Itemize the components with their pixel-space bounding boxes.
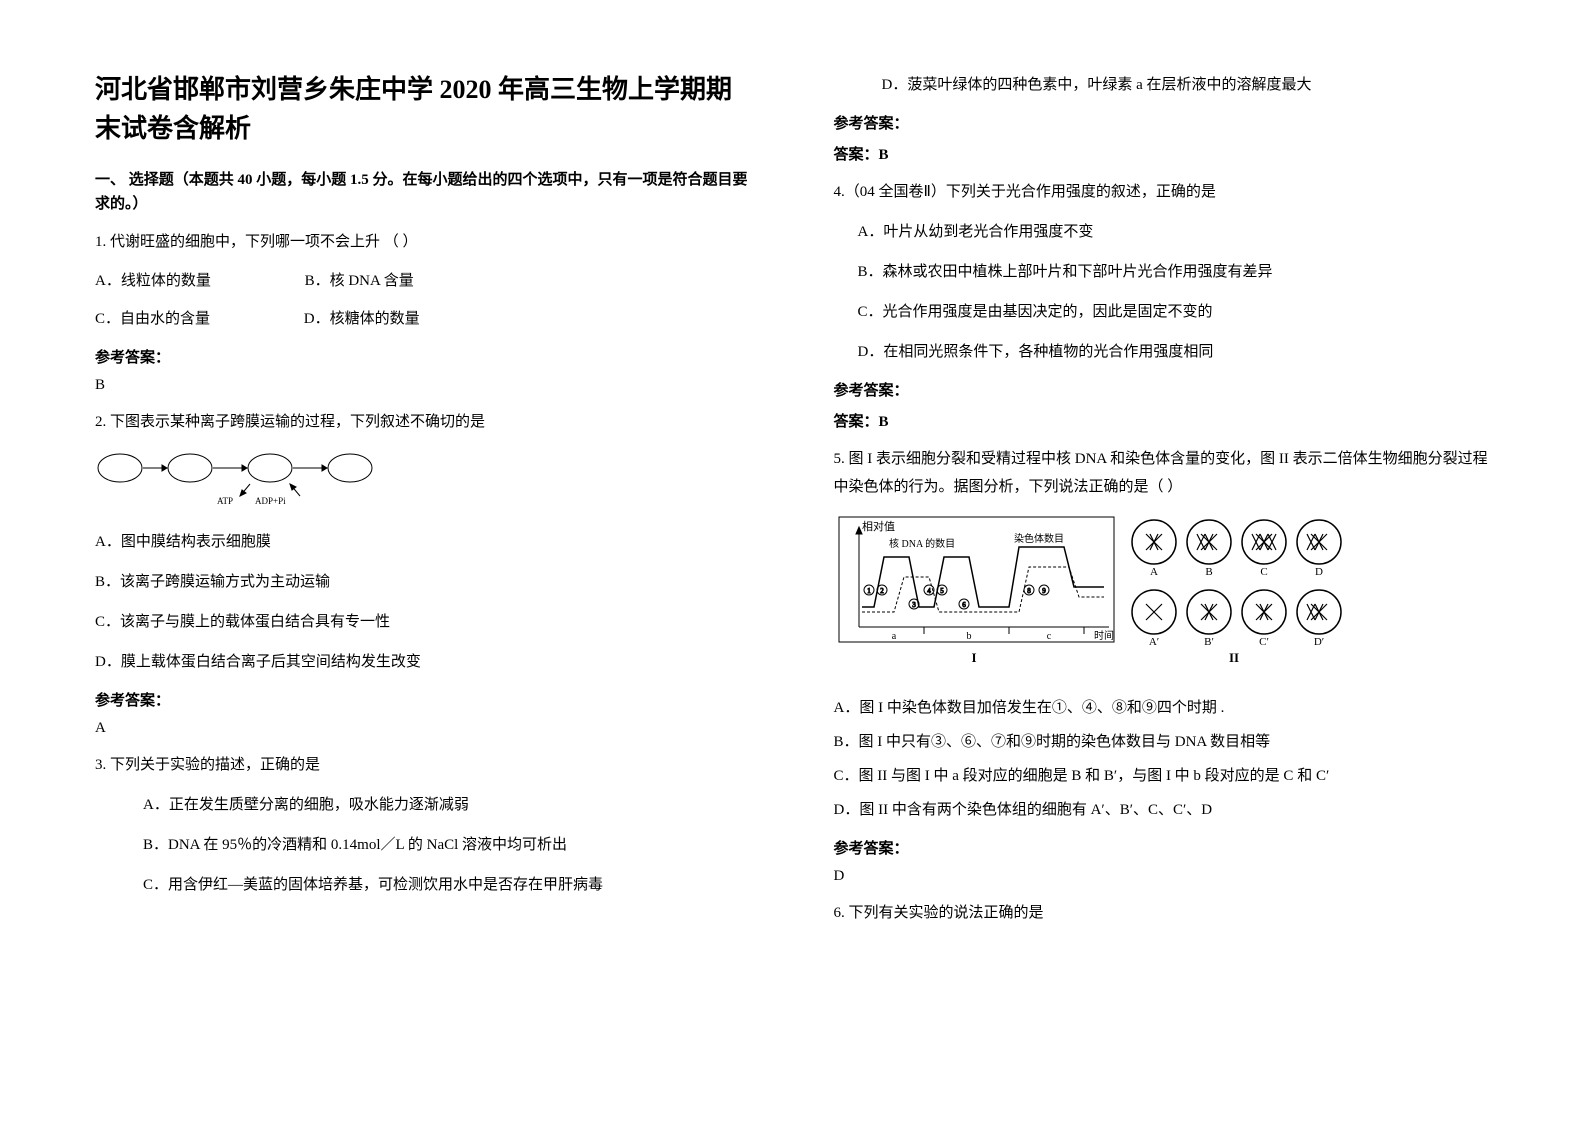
q1-answer: B (95, 377, 754, 394)
q2-option-b: B．该离子跨膜运输方式为主动运输 (95, 567, 754, 597)
q3-option-a: A．正在发生质壁分离的细胞，吸水能力逐渐减弱 (95, 790, 754, 820)
q3-option-c: C．用含伊红—美蓝的固体培养基，可检测饮用水中是否存在甲肝病毒 (95, 870, 754, 900)
q4-answer: 答案：B (834, 410, 1493, 431)
q2-stem: 2. 下图表示某种离子跨膜运输的过程，下列叙述不确切的是 (95, 408, 754, 437)
q4-option-a: A．叶片从幼到老光合作用强度不变 (834, 217, 1493, 247)
cell-d: D (1315, 566, 1323, 578)
q3-answer: 答案：B (834, 143, 1493, 164)
q3-answer-label: 参考答案： (834, 112, 1493, 133)
seg-b: b (966, 631, 971, 642)
cell-b-prime: B′ (1204, 636, 1214, 648)
q1-options-row1: A．线粒体的数量 B．核 DNA 含量 (95, 267, 754, 296)
q1-option-b: B．核 DNA 含量 (305, 267, 414, 296)
q3-option-b: B．DNA 在 95％的冷酒精和 0.14mol／L 的 NaCl 溶液中均可析… (95, 830, 754, 860)
xlabel: 时间 (1094, 629, 1114, 642)
seg-a: a (891, 631, 896, 642)
q5-answer-label: 参考答案： (834, 837, 1493, 858)
cell-d-prime: D′ (1313, 636, 1323, 648)
svg-text:4: 4 (927, 587, 931, 595)
atp-label: ATP (217, 496, 233, 506)
q6-stem: 6. 下列有关实验的说法正确的是 (834, 899, 1493, 928)
q3-stem: 3. 下列关于实验的描述，正确的是 (95, 751, 754, 780)
seg-c: c (1046, 631, 1051, 642)
q1-option-c: C．自由水的含量 (95, 305, 210, 334)
q5-option-a: A．图 I 中染色体数目加倍发生在①、④、⑧和⑨四个时期 . (834, 693, 1493, 723)
q1-answer-label: 参考答案： (95, 346, 754, 367)
q5-option-d: D．图 II 中含有两个染色体组的细胞有 A′、B′、C、C′、D (834, 795, 1493, 825)
q5-option-c: C．图 II 与图 I 中 a 段对应的细胞是 B 和 B′，与图 I 中 b … (834, 761, 1493, 791)
page-container: 河北省邯郸市刘营乡朱庄中学 2020 年高三生物上学期期末试卷含解析 一、 选择… (95, 70, 1492, 937)
q3-option-d: D．菠菜叶绿体的四种色素中，叶绿素 a 在层析液中的溶解度最大 (834, 70, 1493, 100)
svg-text:6: 6 (962, 601, 966, 609)
section-header: 一、 选择题（本题共 40 小题，每小题 1.5 分。在每小题给出的四个选项中，… (95, 168, 754, 216)
cell-c: C (1260, 566, 1267, 578)
svg-text:5: 5 (940, 587, 944, 595)
q4-option-d: D．在相同光照条件下，各种植物的光合作用强度相同 (834, 337, 1493, 367)
svg-text:2: 2 (880, 587, 884, 595)
q5-answer: D (834, 868, 1493, 885)
q4-answer-label: 参考答案： (834, 379, 1493, 400)
q4-option-c: C．光合作用强度是由基因决定的，因此是固定不变的 (834, 297, 1493, 327)
right-column: D．菠菜叶绿体的四种色素中，叶绿素 a 在层析液中的溶解度最大 参考答案： 答案… (834, 70, 1493, 937)
svg-text:1: 1 (867, 587, 871, 595)
cell-division-diagram: 1 2 4 5 3 6 8 9 相对值 核 DNA 的数目 染色体数目 a b … (834, 512, 1364, 672)
panel1-label: I (971, 650, 976, 665)
q1-option-d: D．核糖体的数量 (304, 305, 420, 334)
cell-a: A (1150, 566, 1158, 578)
q4-stem: 4.（04 全国卷Ⅱ）下列关于光合作用强度的叙述，正确的是 (834, 178, 1493, 207)
q2-option-c: C．该离子与膜上的载体蛋白结合具有专一性 (95, 607, 754, 637)
cell-c-prime: C′ (1259, 636, 1269, 648)
adp-label: ADP+Pi (255, 496, 286, 506)
q1-option-a: A．线粒体的数量 (95, 267, 211, 296)
q2-diagram: ATP ADP+Pi (95, 446, 754, 511)
panel2-label: II (1228, 650, 1238, 665)
q2-answer-label: 参考答案： (95, 689, 754, 710)
membrane-transport-diagram: ATP ADP+Pi (95, 446, 385, 506)
legend-chrom: 染色体数目 (1014, 532, 1064, 545)
svg-text:3: 3 (912, 601, 916, 609)
q4-option-b: B．森林或农田中植株上部叶片和下部叶片光合作用强度有差异 (834, 257, 1493, 287)
svg-text:8: 8 (1027, 587, 1031, 595)
cell-b: B (1205, 566, 1212, 578)
q1-options-row2: C．自由水的含量 D．核糖体的数量 (95, 305, 754, 334)
q2-option-d: D．膜上载体蛋白结合离子后其空间结构发生改变 (95, 647, 754, 677)
q5-stem: 5. 图 I 表示细胞分裂和受精过程中核 DNA 和染色体含量的变化，图 II … (834, 445, 1493, 502)
legend-dna: 核 DNA 的数目 (889, 537, 955, 550)
document-title: 河北省邯郸市刘营乡朱庄中学 2020 年高三生物上学期期末试卷含解析 (95, 70, 754, 148)
q2-option-a: A．图中膜结构表示细胞膜 (95, 527, 754, 557)
ylabel: 相对值 (862, 519, 895, 533)
q2-answer: A (95, 720, 754, 737)
q5-diagram: 1 2 4 5 3 6 8 9 相对值 核 DNA 的数目 染色体数目 a b … (834, 512, 1493, 677)
left-column: 河北省邯郸市刘营乡朱庄中学 2020 年高三生物上学期期末试卷含解析 一、 选择… (95, 70, 754, 937)
q5-option-b: B．图 I 中只有③、⑥、⑦和⑨时期的染色体数目与 DNA 数目相等 (834, 727, 1493, 757)
cell-a-prime: A′ (1148, 636, 1158, 648)
q1-stem: 1. 代谢旺盛的细胞中，下列哪一项不会上升 （ ） (95, 228, 754, 257)
svg-text:9: 9 (1042, 587, 1046, 595)
